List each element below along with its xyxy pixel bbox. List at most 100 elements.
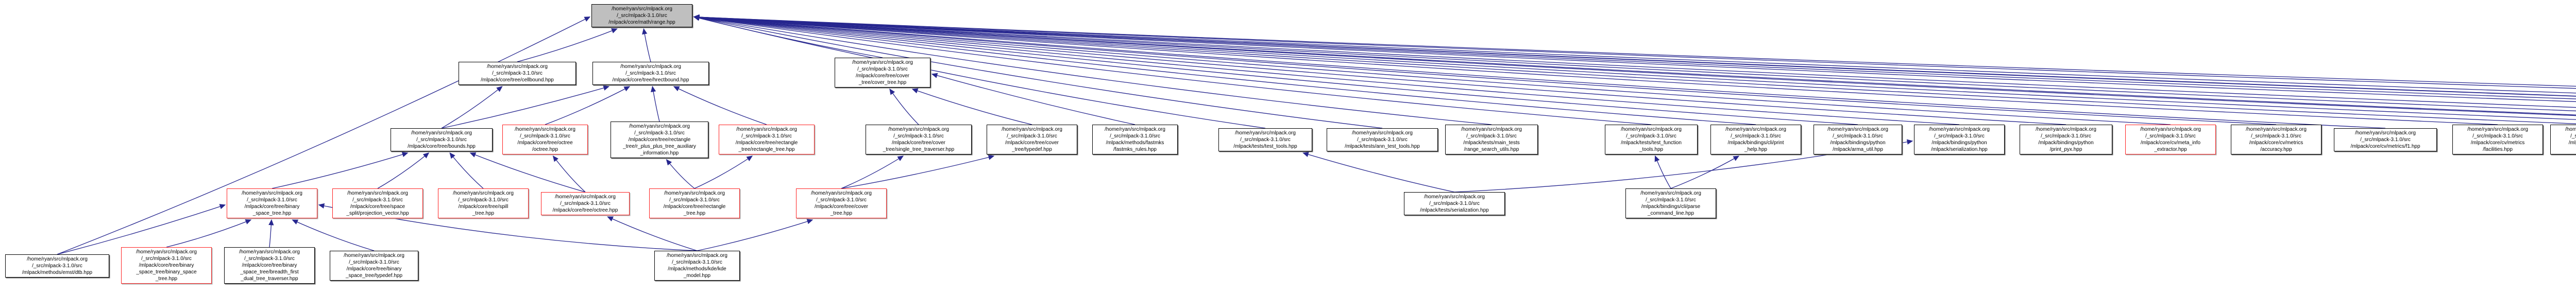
node-path-line: /_src/mlpack-3.1.0/src	[416, 137, 467, 143]
edge-dbscan-to-root	[693, 14, 2576, 94]
edge-facilities-to-root	[693, 14, 2498, 125]
edge-parse_command_line-to-test_function_tools	[1654, 155, 1671, 189]
node-path-line: /_src/mlpack-3.1.0/src	[352, 197, 403, 203]
node-path-line: /facilities.hpp	[2483, 147, 2513, 152]
edge-dtb-to-root	[57, 16, 591, 255]
node-path-line: /print_pyx.hpp	[2049, 147, 2082, 152]
edge-kde_model-to-octree_r4	[607, 216, 698, 251]
node-path-line: /octree.hpp	[532, 147, 558, 152]
graph-node-accuracy[interactable]: /home/ryan/src/mlpack.org/_src/mlpack-3.…	[2231, 125, 2321, 154]
node-path-line: /home/ryan/src/mlpack.org	[411, 130, 472, 136]
graph-node-breadth_first_dtt[interactable]: /home/ryan/src/mlpack.org/_src/mlpack-3.…	[224, 247, 315, 284]
graph-node-cover_tree_r2[interactable]: /home/ryan/src/mlpack.org/_src/mlpack-3.…	[835, 58, 930, 88]
edge-spill_tree-to-bounds	[449, 152, 484, 189]
edge-projection_vector-to-bounds	[377, 152, 430, 189]
edge-single_tree_traverser-to-cover_tree_r2	[889, 88, 919, 125]
node-path-line: _tree.hpp	[830, 211, 853, 216]
node-path-line: /mlpack/core/cv/metrics/f1.hpp	[2350, 144, 2420, 149]
node-path-line: _space_tree/breadth_first	[240, 269, 299, 275]
graph-node-cellbound[interactable]: /home/ryan/src/mlpack.org/_src/mlpack-3.…	[459, 62, 576, 85]
graph-node-cover_typedef[interactable]: /home/ryan/src/mlpack.org/_src/mlpack-3.…	[987, 125, 1077, 154]
node-path-line: /home/ryan/src/mlpack.org	[1002, 127, 1062, 132]
graph-node-range_search_utils[interactable]: /home/ryan/src/mlpack.org/_src/mlpack-3.…	[1445, 125, 1538, 154]
graph-node-meta_info_extractor[interactable]: /home/ryan/src/mlpack.org/_src/mlpack-3.…	[2125, 125, 2216, 154]
graph-node-root[interactable]: /home/ryan/src/mlpack.org/_src/mlpack-3.…	[591, 4, 692, 27]
node-path-line: /mlpack/tests/ann_test_tools.hpp	[1345, 144, 1420, 149]
node-path-line: /home/ryan/src/mlpack.org	[1352, 130, 1413, 136]
edge-dtb-to-binary_space_tree_r4	[57, 204, 226, 255]
edge-binary_space_tree_r4-to-bounds	[272, 152, 409, 189]
graph-node-f1[interactable]: /home/ryan/src/mlpack.org/_src/mlpack-3.…	[2334, 128, 2437, 151]
node-path-line: /mlpack/methods/kde/kde	[668, 266, 726, 272]
node-path-line: _space_tree.hpp	[252, 211, 292, 216]
graph-node-serialization_tests[interactable]: /home/ryan/src/mlpack.org/_src/mlpack-3.…	[1404, 192, 1505, 215]
node-path-line: /_src/mlpack-3.1.0/src	[247, 197, 297, 203]
node-path-line: _tree/r_plus_plus_tree_auxiliary	[623, 144, 696, 149]
graph-node-bounds[interactable]: /home/ryan/src/mlpack.org/_src/mlpack-3.…	[391, 128, 493, 151]
graph-node-kde_model[interactable]: /home/ryan/src/mlpack.org /_src/mlpack-3.…	[654, 251, 740, 281]
graph-node-test_tools[interactable]: /home/ryan/src/mlpack.org/_src/mlpack-3.…	[1218, 128, 1312, 151]
graph-node-print_help[interactable]: /home/ryan/src/mlpack.org/_src/mlpack-3.…	[1710, 125, 1801, 154]
node-path-line: /home/ryan/src/mlpack.org	[27, 256, 88, 262]
graph-node-binary_space_tree_r4[interactable]: /home/ryan/src/mlpack.org/_src/mlpack-3.…	[227, 188, 317, 218]
node-path-line: /_src/mlpack-3.1.0/src	[625, 71, 676, 76]
node-path-line: /_src/mlpack-3.1.0/src	[560, 201, 611, 206]
graph-node-cover_tree_r4[interactable]: /home/ryan/src/mlpack.org/_src/mlpack-3.…	[796, 188, 887, 218]
edge-fastmks_rules-to-cover_tree_r2	[931, 73, 1136, 125]
graph-node-serialization_py[interactable]: /home/ryan/src/mlpack.org/_src/mlpack-3.…	[1914, 125, 2005, 154]
edge-range_search_utils-to-root	[693, 15, 1492, 125]
node-path-line: /home/ryan/src/mlpack.org	[1235, 130, 1296, 136]
node-path-line: /home/ryan/src/mlpack.org	[242, 191, 302, 196]
graph-node-fastmks_rules[interactable]: /home/ryan/src/mlpack.org/_src/mlpack-3.…	[1092, 125, 1178, 154]
edge-bst_typedef-to-binary_space_tree_r4	[292, 219, 375, 251]
node-path-line: /home/ryan/src/mlpack.org	[629, 124, 690, 129]
node-path-line: /_src/mlpack-3.1.0/src	[741, 133, 792, 139]
node-path-line: /mlpack/tests/main_tests	[1463, 140, 1520, 146]
node-path-line: /_src/mlpack-3.1.0/src	[893, 133, 944, 139]
node-path-line: _tree.hpp	[683, 211, 706, 216]
graph-node-print_pyx[interactable]: /home/ryan/src/mlpack.org/_src/mlpack-3.…	[2020, 125, 2112, 154]
node-path-line: _space_tree/binary_space	[136, 269, 197, 275]
node-path-line: /mlpack/arma_util.hpp	[1833, 147, 1883, 152]
node-path-line: _command_line.hpp	[1647, 211, 1694, 216]
graph-node-test_function_tools[interactable]: /home/ryan/src/mlpack.org/_src/mlpack-3.…	[1605, 125, 1698, 154]
edge-rect_rect_tree-to-hrectbound	[673, 86, 767, 125]
graph-node-arma_util[interactable]: /home/ryan/src/mlpack.org/_src/mlpack-3.…	[1814, 125, 1902, 154]
node-path-line: /mlpack/core/tree/cover	[815, 204, 868, 210]
node-path-line: /mlpack/core/cv/metrics	[2568, 140, 2576, 146]
graph-node-parse_command_line[interactable]: /home/ryan/src/mlpack.org/_src/mlpack-3.…	[1625, 188, 1716, 218]
edge-recall-to-root	[693, 14, 2576, 116]
graph-node-mse[interactable]: /home/ryan/src/mlpack.org/_src/mlpack-3.…	[2550, 125, 2576, 154]
node-path-line: /mlpack/core/tree/cover	[892, 140, 945, 146]
graph-node-dtb[interactable]: /home/ryan/src/mlpack.org/_src/mlpack-3.…	[5, 254, 109, 278]
graph-node-octree_octree[interactable]: /home/ryan/src/mlpack.org/_src/mlpack-3.…	[502, 125, 588, 154]
edge-meta_info_extractor-to-root	[693, 14, 2171, 125]
graph-node-spill_tree[interactable]: /home/ryan/src/mlpack.org/_src/mlpack-3.…	[438, 188, 529, 218]
graph-node-bst_typedef[interactable]: /home/ryan/src/mlpack.org /_src/mlpack-3.…	[330, 251, 418, 281]
node-path-line: _help.hpp	[1744, 147, 1767, 152]
graph-node-rect_rect_tree[interactable]: /home/ryan/src/mlpack.org/_src/mlpack-3.…	[719, 125, 815, 154]
node-path-line: /_src/mlpack-3.1.0/src	[2251, 133, 2301, 139]
node-path-line: /mlpack/methods/fastmks	[1106, 140, 1164, 146]
node-path-line: /_src/mlpack-3.1.0/src	[2145, 133, 2196, 139]
graph-node-facilities[interactable]: /home/ryan/src/mlpack.org/_src/mlpack-3.…	[2452, 125, 2543, 154]
graph-node-bst_binary_space_tree[interactable]: /home/ryan/src/mlpack.org/_src/mlpack-3.…	[121, 247, 212, 284]
node-path-line: _tree.hpp	[155, 276, 178, 282]
edge-breadth_first_dtt-to-binary_space_tree_r4	[268, 219, 274, 248]
graph-node-octree_r4[interactable]: /home/ryan/src/mlpack.org/_src/mlpack-3.…	[541, 192, 630, 215]
graph-node-rpp_aux_info[interactable]: /home/ryan/src/mlpack.org/_src/mlpack-3.…	[611, 122, 708, 158]
node-path-line: /home/ryan/src/mlpack.org	[664, 191, 725, 196]
node-path-line: _tree/typedef.hpp	[1012, 147, 1052, 152]
node-path-line: /_src/mlpack-3.1.0/src	[634, 130, 685, 136]
graph-node-single_tree_traverser[interactable]: /home/ryan/src/mlpack.org/_src/mlpack-3.…	[866, 125, 972, 154]
node-path-line: /mlpack/methods/emst/dtb.hpp	[22, 270, 93, 275]
node-path-line: /mlpack/tests/serialization.hpp	[1420, 207, 1489, 213]
graph-node-projection_vector[interactable]: /home/ryan/src/mlpack.org/_src/mlpack-3.…	[332, 188, 423, 218]
graph-node-rectangle_tree_r4[interactable]: /home/ryan/src/mlpack.org/_src/mlpack-3.…	[649, 188, 740, 218]
graph-node-hrectbound[interactable]: /home/ryan/src/mlpack.org/_src/mlpack-3.…	[592, 62, 709, 85]
edge-bounds-to-hrectbound	[441, 85, 610, 129]
graph-node-ann_test_tools[interactable]: /home/ryan/src/mlpack.org/_src/mlpack-3.…	[1327, 128, 1438, 151]
node-path-line: /home/ryan/src/mlpack.org	[136, 249, 197, 255]
node-path-line: /home/ryan/src/mlpack.org	[2355, 130, 2416, 136]
